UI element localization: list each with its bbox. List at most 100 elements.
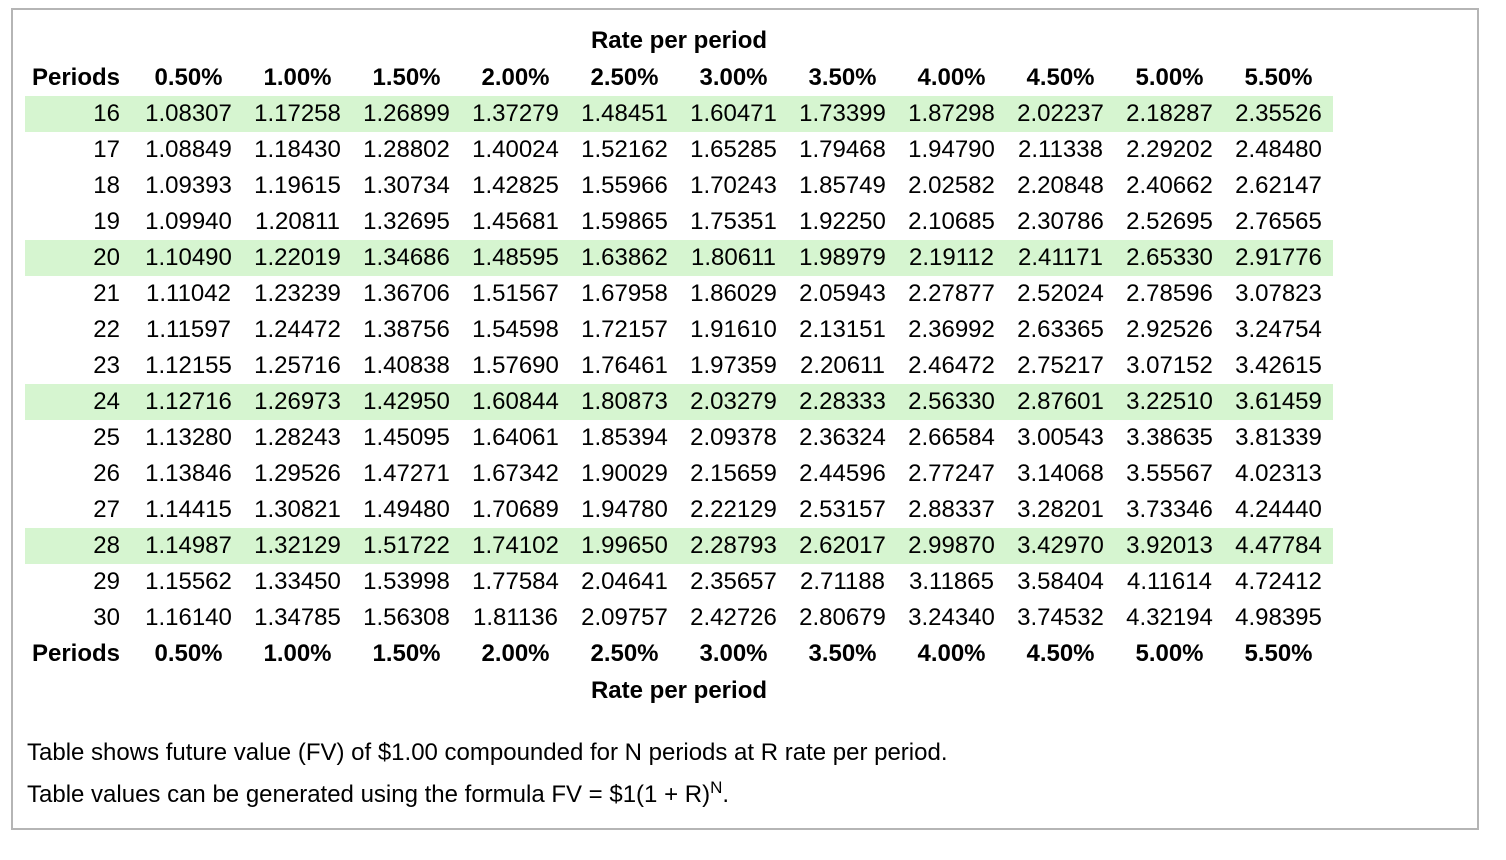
value-cell: 3.22510 [1115,384,1224,420]
value-cell: 2.76565 [1235,208,1322,235]
value-cell: 1.48595 [461,240,570,276]
formula-period: . [722,781,730,808]
value-cell: 2.20848 [1017,172,1104,199]
value-cell: 1.14415 [145,496,232,523]
rate-header: 0.50% [154,640,223,667]
value-cell: 3.74532 [1017,604,1104,631]
value-cell: 1.67958 [581,280,668,307]
value-cell: 1.53998 [363,568,450,595]
period-cell: 25 [93,424,120,451]
value-cell: 1.34785 [254,604,341,631]
table-row: 24 1.12716 1.26973 1.42950 1.60844 1.80873 2.0… [25,384,1333,420]
value-cell: 2.29202 [1126,136,1213,163]
value-cell: 1.91610 [690,316,777,343]
value-cell: 1.14987 [134,528,243,564]
formula-text: Table values can be generated using the … [27,781,711,808]
table-row: 30 1.16140 1.34785 1.56308 1.81136 2.09757 2.4… [25,600,1333,636]
value-cell: 3.28201 [1017,496,1104,523]
value-cell: 1.34686 [352,240,461,276]
value-cell: 4.98395 [1235,604,1322,631]
value-cell: 1.51722 [352,528,461,564]
rate-header: 1.50% [372,64,441,91]
value-cell: 1.09940 [145,208,232,235]
value-cell: 2.02237 [1006,96,1115,132]
value-cell: 1.67342 [472,460,559,487]
value-cell: 1.48451 [570,96,679,132]
value-cell: 1.28802 [363,136,450,163]
value-cell: 2.20611 [800,352,885,379]
value-cell: 4.02313 [1235,460,1322,487]
value-cell: 4.47784 [1224,528,1333,564]
value-cell: 2.66584 [908,424,995,451]
value-cell: 2.52024 [1017,280,1104,307]
value-cell: 3.81339 [1235,424,1322,451]
value-cell: 4.32194 [1126,604,1213,631]
table-row: 20 1.10490 1.22019 1.34686 1.48595 1.63862 1.8… [25,240,1333,276]
value-cell: 1.40024 [472,136,559,163]
value-cell: 1.45681 [472,208,559,235]
rate-header: 4.50% [1026,64,1095,91]
value-cell: 1.10490 [134,240,243,276]
value-cell: 1.26899 [352,96,461,132]
value-cell: 1.12155 [145,352,232,379]
value-cell: 3.92013 [1115,528,1224,564]
value-cell: 1.74102 [461,528,570,564]
value-cell: 4.24440 [1235,496,1322,523]
table-row: 21 1.11042 1.23239 1.36706 1.51567 1.67958 1.8… [25,276,1333,312]
value-cell: 2.27877 [908,280,995,307]
value-cell: 2.52695 [1126,208,1213,235]
period-cell: 18 [93,172,120,199]
value-cell: 1.76461 [581,352,668,379]
value-cell: 1.12716 [134,384,243,420]
rate-header: 3.50% [808,64,877,91]
value-cell: 3.11865 [909,568,994,595]
value-cell: 2.46472 [908,352,995,379]
rate-header: 5.50% [1244,64,1313,91]
value-cell: 1.32129 [243,528,352,564]
rate-header: 2.50% [590,640,659,667]
period-cell: 29 [93,568,120,595]
value-cell: 2.78596 [1126,280,1213,307]
table-row: 22 1.11597 1.24472 1.38756 1.54598 1.72157 1.9… [25,312,1333,348]
period-cell: 30 [93,604,120,631]
table-description: Table shows future value (FV) of $1.00 c… [27,739,948,766]
value-cell: 3.73346 [1126,496,1213,523]
value-cell: 1.54598 [472,316,559,343]
value-cell: 2.56330 [897,384,1006,420]
value-cell: 1.86029 [690,280,777,307]
rate-axis-title-bottom: Rate per period [590,677,768,704]
value-cell: 1.08307 [134,96,243,132]
value-cell: 2.05943 [799,280,886,307]
period-cell: 27 [93,496,120,523]
value-cell: 1.64061 [472,424,559,451]
value-cell: 1.38756 [363,316,450,343]
rate-header: 2.50% [590,64,659,91]
value-cell: 2.09378 [690,424,777,451]
rate-axis-title-row-top: Rate per period [25,22,1333,60]
rate-header: 4.50% [1026,640,1095,667]
value-cell: 4.72412 [1235,568,1322,595]
rate-header: 3.00% [699,64,768,91]
value-cell: 1.24472 [254,316,341,343]
value-cell: 1.60844 [461,384,570,420]
value-cell: 1.13846 [145,460,232,487]
rate-header: 1.00% [263,640,332,667]
value-cell: 3.07823 [1235,280,1322,307]
value-cell: 1.99650 [570,528,679,564]
value-cell: 2.36324 [799,424,886,451]
value-cell: 2.13151 [799,316,886,343]
period-cell: 16 [25,96,134,132]
value-cell: 3.24754 [1235,316,1322,343]
value-cell: 2.80679 [799,604,886,631]
value-cell: 1.29526 [254,460,341,487]
value-cell: 1.87298 [897,96,1006,132]
period-cell: 21 [93,280,120,307]
value-cell: 1.20811 [255,208,340,235]
value-cell: 1.09393 [145,172,232,199]
value-cell: 2.03279 [679,384,788,420]
value-cell: 3.00543 [1017,424,1104,451]
value-cell: 1.45095 [363,424,450,451]
value-cell: 1.85394 [581,424,668,451]
value-cell: 1.75351 [690,208,777,235]
value-cell: 2.15659 [690,460,777,487]
